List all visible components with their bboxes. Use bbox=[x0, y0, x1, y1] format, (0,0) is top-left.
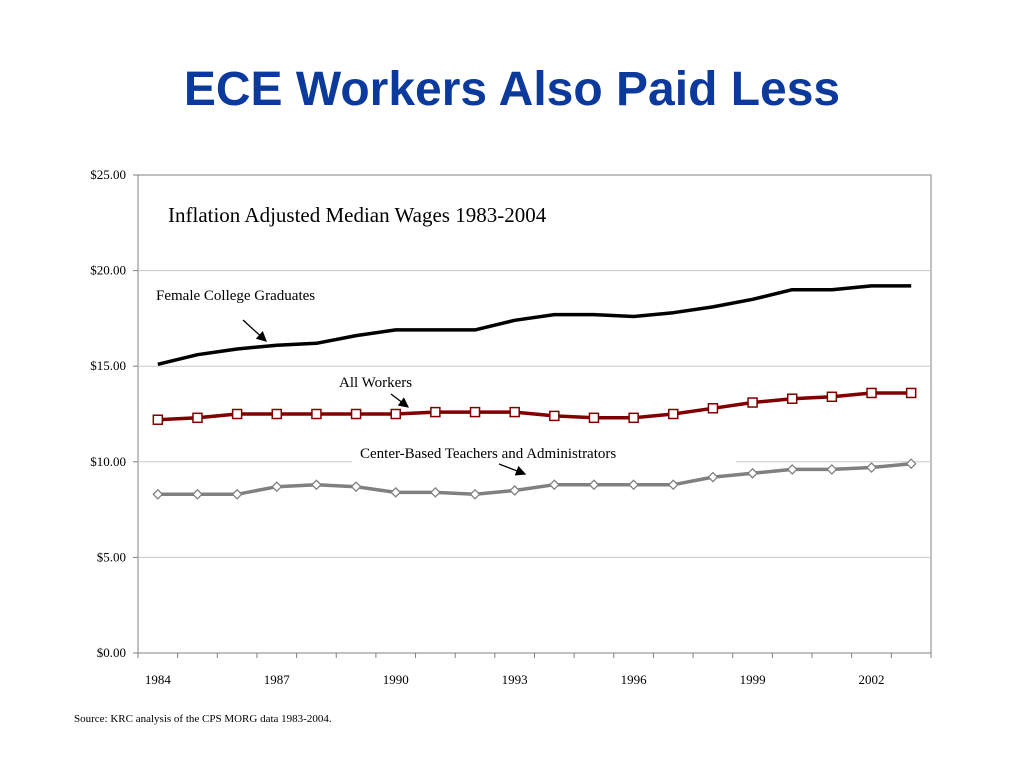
slide-title: ECE Workers Also Paid Less bbox=[183, 63, 841, 116]
data-point-all-workers bbox=[668, 408, 679, 420]
data-point-center-based-teachers bbox=[747, 467, 758, 479]
x-tick-label: 1999 bbox=[740, 672, 766, 687]
data-point-all-workers bbox=[786, 393, 798, 404]
x-tick-label: 2002 bbox=[859, 672, 885, 687]
data-point-all-workers bbox=[747, 397, 758, 408]
data-point-all-workers bbox=[826, 391, 838, 403]
data-point-center-based-teachers bbox=[866, 462, 877, 473]
x-tick-label: 1984 bbox=[145, 672, 172, 687]
data-point-center-based-teachers bbox=[350, 481, 362, 493]
series-line-all-workers bbox=[157, 391, 912, 422]
data-point-center-based-teachers bbox=[905, 458, 917, 470]
y-tick-label: $15.00 bbox=[90, 358, 126, 373]
data-point-all-workers bbox=[509, 406, 520, 418]
data-point-center-based-teachers bbox=[271, 481, 283, 493]
data-point-all-workers bbox=[866, 387, 877, 399]
data-point-all-workers bbox=[231, 408, 243, 420]
series-lines bbox=[152, 284, 917, 500]
data-point-all-workers bbox=[152, 414, 164, 425]
annotation-center-based-teachers: Center-Based Teachers and Administrators bbox=[360, 446, 616, 462]
data-point-all-workers bbox=[905, 387, 917, 399]
data-point-center-based-teachers bbox=[509, 485, 521, 496]
y-tick-label: $25.00 bbox=[90, 167, 126, 182]
data-point-center-based-teachers bbox=[628, 479, 640, 491]
annotation-female-graduates: Female College Graduates bbox=[156, 288, 315, 304]
series-line-female-graduates bbox=[157, 284, 912, 367]
data-point-all-workers bbox=[469, 406, 481, 418]
x-tick-label: 1993 bbox=[502, 672, 528, 687]
arrow-female-graduates bbox=[242, 319, 267, 342]
data-point-center-based-teachers bbox=[707, 471, 719, 483]
y-tick-label: $10.00 bbox=[90, 454, 126, 469]
data-point-all-workers bbox=[311, 408, 322, 420]
data-point-all-workers bbox=[390, 408, 401, 420]
annotation-all-workers: All Workers bbox=[339, 375, 412, 391]
chart-title: Inflation Adjusted Median Wages 1983-200… bbox=[168, 203, 547, 227]
data-point-all-workers bbox=[192, 412, 203, 424]
data-point-center-based-teachers bbox=[469, 488, 481, 500]
x-tick-label: 1990 bbox=[383, 672, 409, 687]
arrow-center-based-teachers bbox=[498, 463, 527, 476]
data-point-all-workers bbox=[707, 403, 719, 414]
series-line-center-based-teachers bbox=[157, 461, 912, 497]
arrow-all-workers bbox=[390, 393, 410, 408]
data-point-center-based-teachers bbox=[786, 464, 798, 475]
data-point-center-based-teachers bbox=[192, 488, 203, 500]
y-tick-label: $20.00 bbox=[90, 263, 126, 278]
data-point-all-workers bbox=[588, 412, 600, 424]
data-point-center-based-teachers bbox=[152, 488, 164, 500]
x-tick-label: 1996 bbox=[621, 672, 648, 687]
x-tick-label: 1987 bbox=[264, 672, 291, 687]
data-point-center-based-teachers bbox=[390, 486, 402, 498]
data-point-center-based-teachers bbox=[826, 464, 838, 475]
source-note: Source: KRC analysis of the CPS MORG dat… bbox=[74, 713, 332, 725]
data-point-all-workers bbox=[628, 412, 639, 424]
data-point-all-workers bbox=[350, 408, 362, 420]
data-point-all-workers bbox=[430, 406, 441, 418]
data-point-center-based-teachers bbox=[548, 479, 560, 491]
data-point-center-based-teachers bbox=[429, 486, 441, 498]
axis-ticks: $0.00 $5.00 $10.00 $15.00 $20.00 $25.00 1984 19… bbox=[90, 167, 932, 687]
data-point-center-based-teachers bbox=[231, 488, 243, 500]
data-point-center-based-teachers bbox=[667, 479, 679, 491]
data-point-center-based-teachers bbox=[311, 479, 322, 491]
data-point-all-workers bbox=[549, 410, 560, 422]
y-tick-label: $5.00 bbox=[97, 549, 126, 564]
data-point-center-based-teachers bbox=[588, 479, 600, 491]
y-tick-label: $0.00 bbox=[97, 645, 126, 660]
data-point-all-workers bbox=[271, 408, 283, 420]
ece-label-box bbox=[352, 439, 736, 463]
